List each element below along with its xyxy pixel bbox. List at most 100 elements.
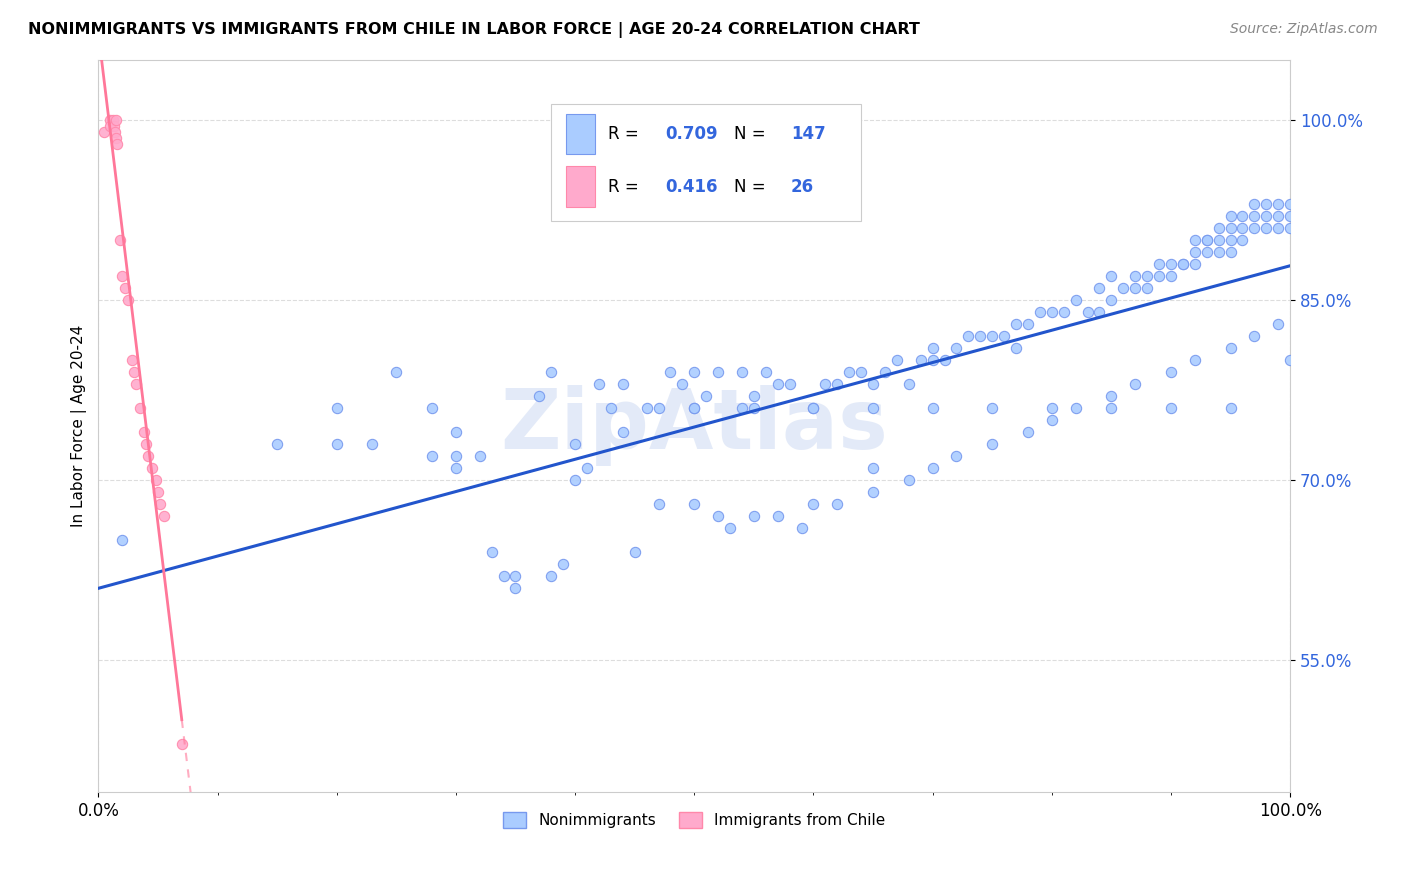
Point	[1160, 268, 1182, 283]
Point	[1219, 341, 1241, 355]
Point	[849, 365, 872, 379]
Point	[1017, 425, 1039, 439]
Point	[108, 233, 131, 247]
Text: R =: R =	[609, 178, 644, 195]
Point	[385, 365, 408, 379]
Point	[897, 473, 920, 487]
Y-axis label: In Labor Force | Age 20-24: In Labor Force | Age 20-24	[72, 325, 87, 527]
Text: 147: 147	[790, 125, 825, 143]
Point	[122, 365, 145, 379]
Point	[1040, 304, 1063, 318]
Point	[1171, 257, 1194, 271]
Point	[1123, 281, 1146, 295]
Point	[636, 401, 658, 415]
Point	[981, 328, 1004, 343]
Point	[862, 460, 884, 475]
Point	[1267, 317, 1289, 331]
Point	[921, 460, 943, 475]
Text: 0.416: 0.416	[665, 178, 718, 195]
Point	[111, 533, 134, 547]
Point	[138, 449, 160, 463]
Point	[105, 130, 128, 145]
Point	[98, 112, 121, 127]
Point	[361, 437, 384, 451]
Point	[1232, 209, 1254, 223]
Point	[1256, 209, 1278, 223]
Point	[104, 125, 127, 139]
Point	[153, 508, 176, 523]
Point	[862, 376, 884, 391]
Point	[444, 449, 467, 463]
Point	[1099, 401, 1122, 415]
Point	[718, 521, 741, 535]
Point	[742, 401, 765, 415]
Point	[683, 497, 706, 511]
Point	[1208, 233, 1230, 247]
Point	[1064, 401, 1087, 415]
Point	[444, 425, 467, 439]
Point	[1160, 257, 1182, 271]
Point	[505, 581, 527, 595]
Point	[540, 365, 562, 379]
Point	[683, 401, 706, 415]
Point	[588, 376, 610, 391]
Point	[1017, 317, 1039, 331]
Point	[803, 497, 825, 511]
Point	[1171, 257, 1194, 271]
Point	[1123, 376, 1146, 391]
Point	[623, 545, 645, 559]
Point	[814, 376, 837, 391]
Point	[93, 125, 115, 139]
Point	[825, 376, 848, 391]
Point	[564, 473, 586, 487]
Point	[1147, 268, 1170, 283]
Point	[803, 401, 825, 415]
Point	[1099, 389, 1122, 403]
Point	[981, 437, 1004, 451]
Text: 26: 26	[790, 178, 814, 195]
FancyBboxPatch shape	[551, 103, 860, 220]
Point	[505, 569, 527, 583]
Point	[1123, 268, 1146, 283]
Point	[921, 341, 943, 355]
Point	[1160, 365, 1182, 379]
Point	[1136, 281, 1159, 295]
Point	[647, 401, 669, 415]
Point	[1243, 328, 1265, 343]
Legend: Nonimmigrants, Immigrants from Chile: Nonimmigrants, Immigrants from Chile	[495, 805, 893, 836]
Point	[755, 365, 778, 379]
Point	[540, 569, 562, 583]
Point	[492, 569, 515, 583]
Point	[945, 341, 967, 355]
Point	[731, 365, 754, 379]
Point	[731, 401, 754, 415]
Point	[1208, 220, 1230, 235]
Point	[1184, 257, 1206, 271]
Point	[1219, 401, 1241, 415]
Point	[1053, 304, 1076, 318]
Point	[873, 365, 896, 379]
Point	[1005, 317, 1028, 331]
Point	[1112, 281, 1135, 295]
Point	[1195, 233, 1218, 247]
Point	[117, 293, 139, 307]
Point	[468, 449, 491, 463]
Point	[612, 376, 634, 391]
Point	[553, 557, 575, 571]
Point	[599, 401, 621, 415]
Point	[897, 376, 920, 391]
Text: NONIMMIGRANTS VS IMMIGRANTS FROM CHILE IN LABOR FORCE | AGE 20-24 CORRELATION CH: NONIMMIGRANTS VS IMMIGRANTS FROM CHILE I…	[28, 22, 920, 38]
Point	[103, 119, 125, 133]
Point	[105, 112, 128, 127]
Point	[1256, 220, 1278, 235]
Point	[742, 389, 765, 403]
Point	[886, 352, 908, 367]
Point	[1136, 268, 1159, 283]
Point	[111, 268, 134, 283]
Point	[1195, 244, 1218, 259]
Point	[1029, 304, 1052, 318]
Point	[612, 425, 634, 439]
Point	[1279, 352, 1302, 367]
Point	[957, 328, 980, 343]
Bar	[565, 167, 595, 207]
